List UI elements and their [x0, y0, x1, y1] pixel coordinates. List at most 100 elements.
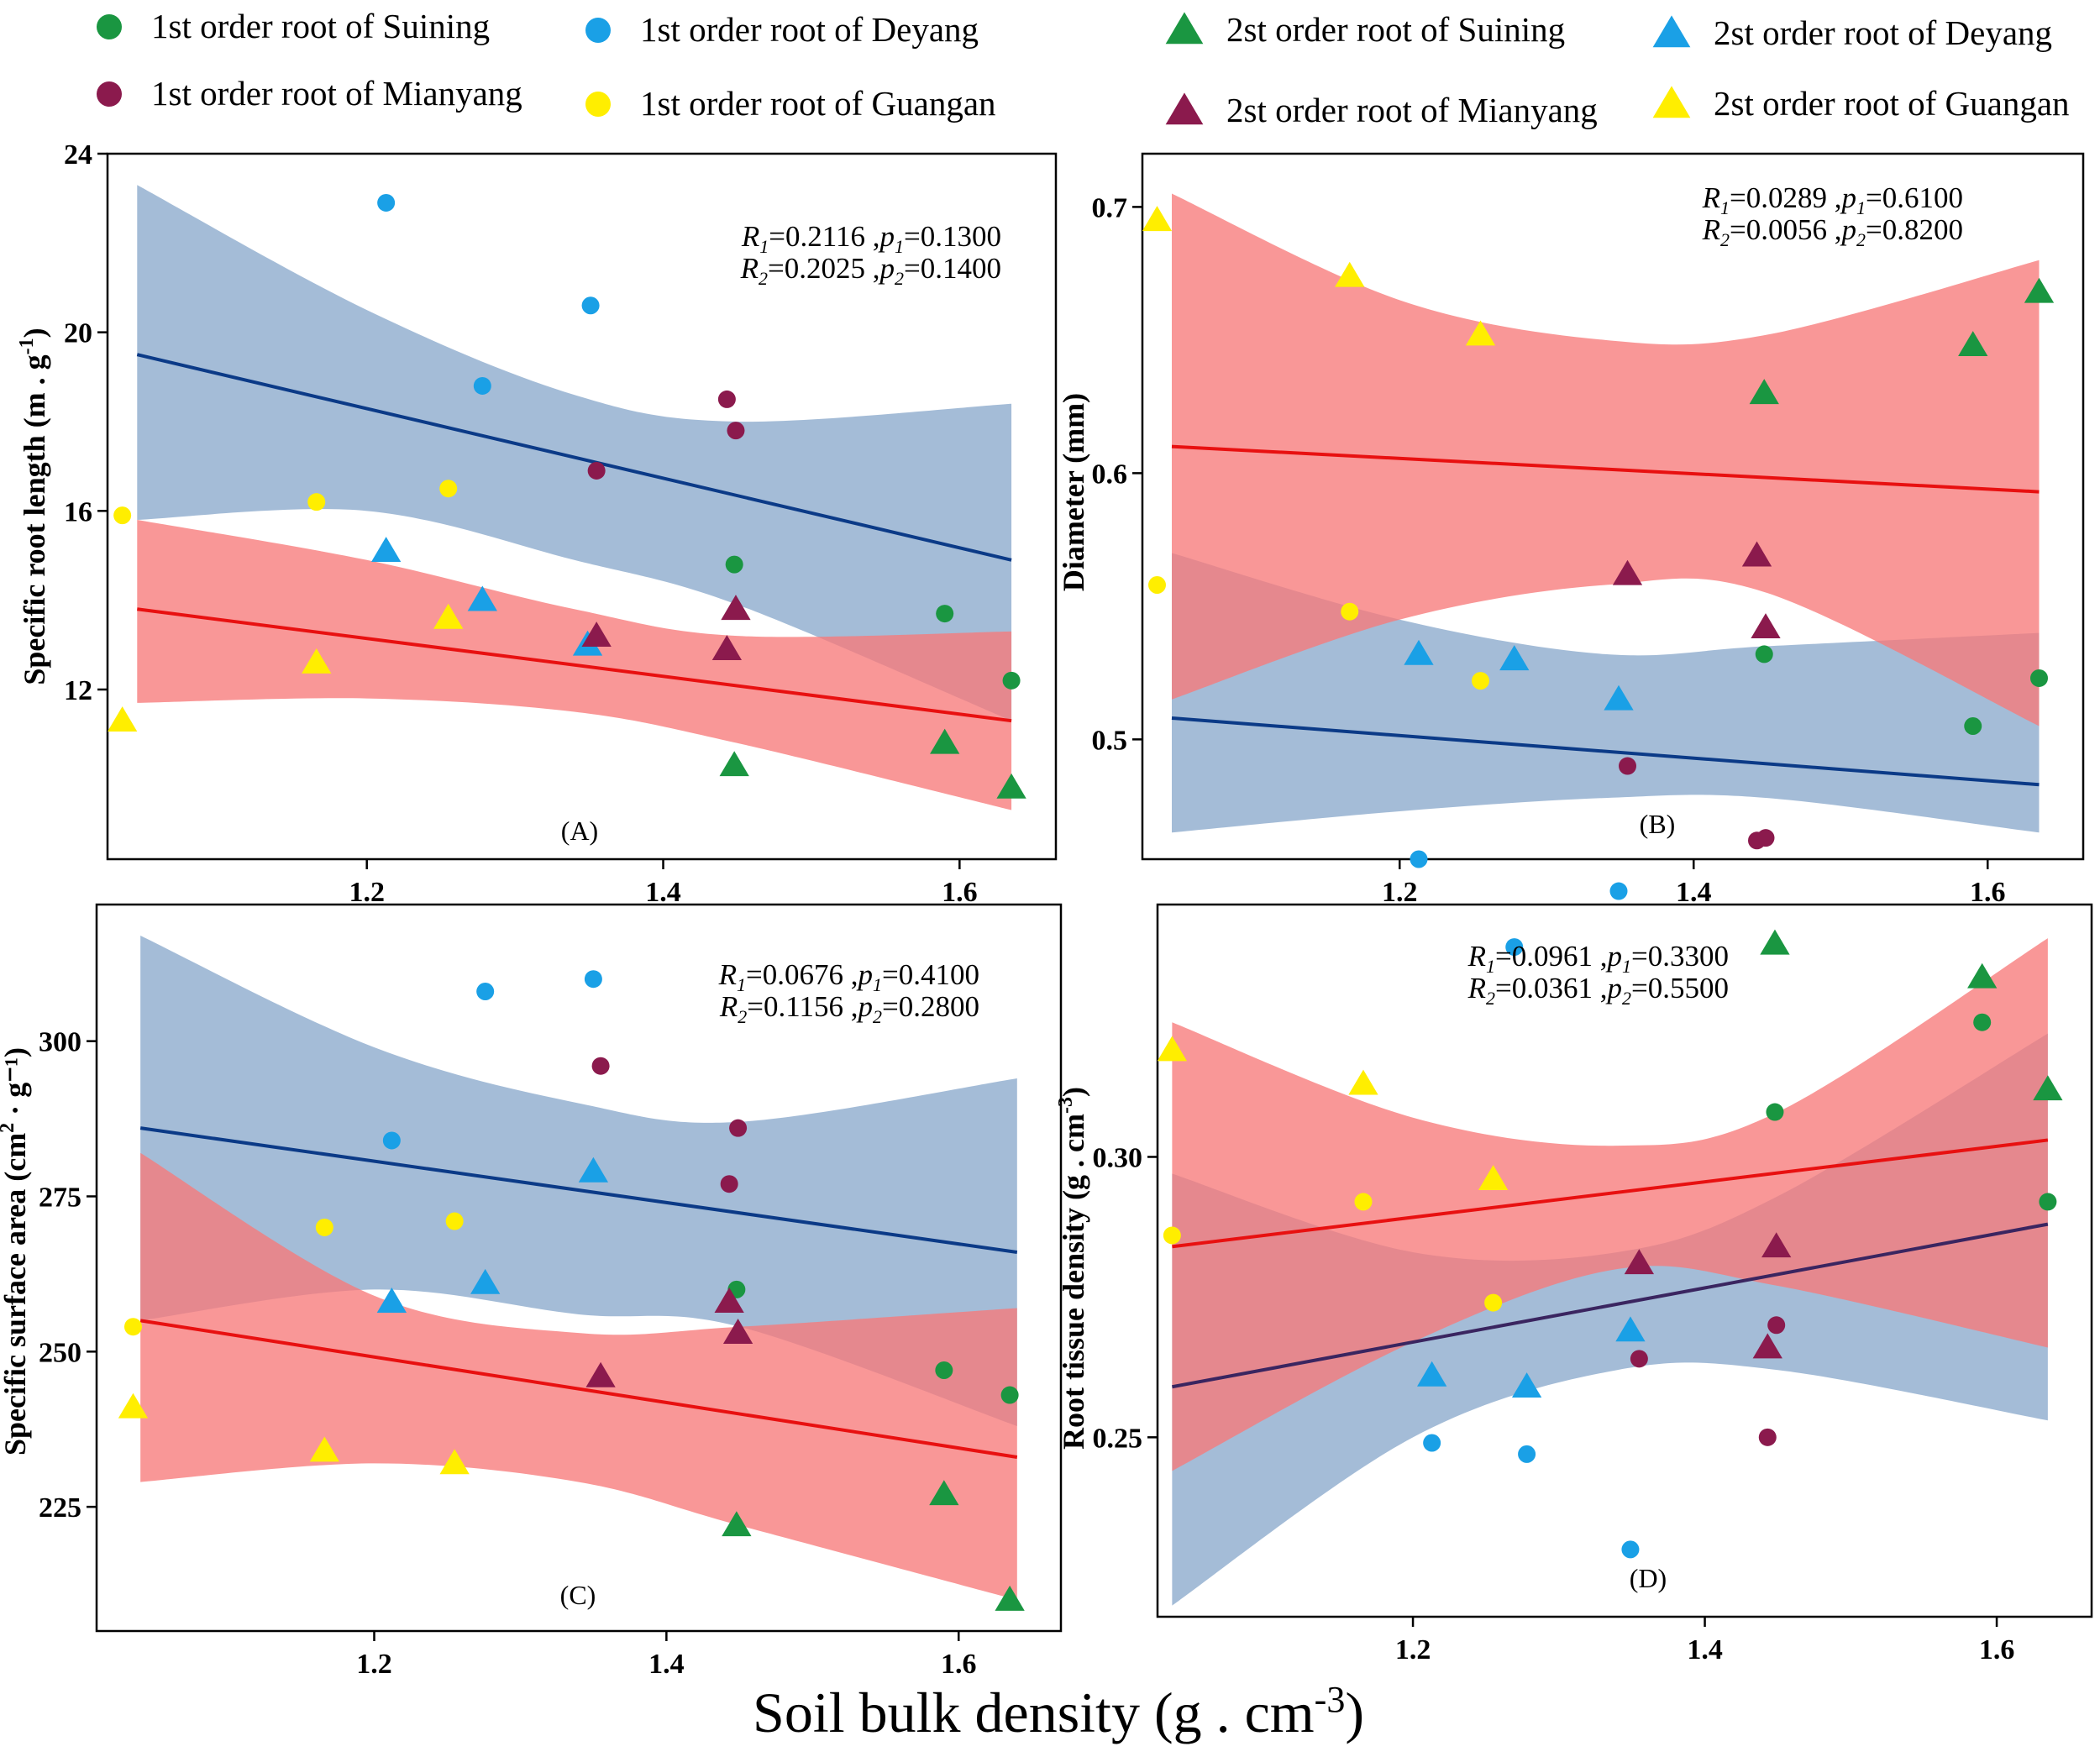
stat-p: p: [1605, 972, 1623, 1004]
x-tick-label: 1.4: [645, 877, 681, 908]
stat-p-value: =0.6100: [1866, 181, 1963, 214]
stat-line: R2=0.0056 ,p2=0.8200: [1702, 213, 1963, 250]
data-point-first-order: [584, 970, 602, 989]
data-point-first-order: [591, 1057, 610, 1075]
data-point-second-order: [1967, 962, 1998, 989]
y-tick-label: 16: [64, 496, 92, 527]
legend-label: 2st order root of Guangan: [1714, 84, 2070, 123]
stat-r: R: [741, 220, 759, 253]
stat-r-value: =0.0961 ,: [1495, 940, 1608, 973]
stat-r: R: [1702, 181, 1720, 214]
data-point-first-order: [1000, 1386, 1019, 1404]
data-point-first-order: [727, 422, 745, 440]
legend-marker-triangle: [1165, 12, 1204, 45]
data-point-first-order: [1354, 1193, 1373, 1211]
stat-p-sub: 1: [895, 236, 904, 257]
data-point-second-order: [1478, 1165, 1509, 1191]
y-axis-title: Diameter (mm): [1057, 393, 1090, 591]
stat-p-value: =0.5500: [1631, 972, 1729, 1004]
x-tick-label: 1.6: [941, 1649, 977, 1680]
legend-marker-circle: [97, 81, 122, 107]
legend-item: 2st order root of Guangan: [1652, 84, 2070, 123]
data-point-second-order: [1749, 379, 1779, 405]
confidence-band-first-order: [137, 185, 1012, 721]
data-point-first-order: [1766, 1103, 1784, 1121]
x-tick-label: 1.6: [942, 877, 978, 908]
data-point-first-order: [439, 480, 458, 498]
panel-label: (A): [561, 816, 598, 846]
data-point-first-order: [1767, 1316, 1786, 1335]
panel-label: (D): [1630, 1563, 1667, 1593]
data-point-second-order: [370, 537, 402, 562]
legend-label: 2st order root of Deyang: [1714, 13, 2052, 52]
data-point-second-order: [1604, 684, 1634, 711]
data-point-first-order: [2039, 1193, 2057, 1211]
data-point-first-order: [1472, 672, 1489, 690]
data-point-first-order: [1163, 1226, 1181, 1245]
data-point-first-order: [445, 1212, 464, 1230]
data-point-second-order: [470, 1268, 501, 1294]
plot-area: [1171, 193, 2040, 833]
x-tick-label: 1.6: [1979, 1634, 2015, 1665]
data-point-second-order: [1612, 559, 1643, 585]
regression-line-second-order: [1172, 1138, 2049, 1249]
panel-label: (C): [560, 1580, 596, 1610]
regression-line-second-order: [137, 607, 1012, 723]
confidence-band-second-order: [1172, 938, 2048, 1471]
stat-r: R: [1702, 213, 1720, 246]
data-point-first-order: [315, 1218, 333, 1236]
x-axis-title-sup: -3: [1315, 1679, 1346, 1720]
data-point-second-order: [302, 648, 332, 674]
y-axis-title-suffix: ): [18, 328, 51, 338]
stat-r-sub: 2: [759, 268, 768, 289]
y-axis-title-sup: -1: [16, 338, 38, 354]
data-point-second-order: [1624, 1249, 1655, 1275]
stat-p: p: [1840, 181, 1857, 214]
plot-frame: [95, 903, 1063, 1633]
y-tick-label: 0.6: [1092, 459, 1128, 490]
regression-line-second-order: [1171, 444, 2040, 494]
x-tick-label: 1.4: [1676, 877, 1712, 908]
data-point-first-order: [1609, 882, 1628, 900]
data-point-second-order: [578, 1156, 609, 1183]
data-point-second-order: [929, 1480, 959, 1506]
legend-marker-circle: [585, 92, 611, 117]
data-point-second-order: [107, 706, 138, 732]
y-tick-label: 24: [64, 139, 92, 170]
plot-frame: [106, 152, 1058, 861]
data-point-first-order: [2030, 669, 2048, 687]
stat-line: R2=0.2025 ,p2=0.1400: [740, 252, 1001, 289]
y-axis-title-suffix: · g⁻¹): [0, 1047, 32, 1123]
data-point-second-order: [1404, 639, 1434, 665]
plot-frame: [1156, 903, 2093, 1618]
legend-item: 1st order root of Suining: [97, 7, 490, 45]
stat-r: R: [1467, 972, 1486, 1004]
stat-r: R: [718, 958, 737, 991]
data-point-first-order: [1619, 757, 1636, 775]
y-tick-label: 20: [64, 318, 92, 349]
y-axis-title-suffix: ): [1057, 1087, 1090, 1097]
stat-r: R: [1467, 940, 1486, 973]
stat-r-value: =0.0676 ,: [746, 958, 858, 991]
legend-item: 1st order root of Mianyang: [97, 74, 522, 113]
stat-p-value: =0.3300: [1631, 940, 1729, 973]
stat-r-value: =0.2116 ,: [769, 220, 879, 253]
stat-line: R1=0.0676 ,p1=0.4100: [718, 958, 979, 995]
data-point-first-order: [1621, 1540, 1640, 1559]
data-point-first-order: [377, 193, 396, 212]
stat-r-sub: 2: [1720, 229, 1730, 250]
stat-p-value: =0.4100: [882, 958, 979, 991]
data-point-first-order: [720, 1175, 738, 1193]
data-point-second-order: [439, 1449, 470, 1475]
stat-line: R2=0.1156 ,p2=0.2800: [719, 990, 979, 1027]
stat-r: R: [719, 990, 738, 1023]
stat-r-sub: 2: [1486, 988, 1495, 1009]
data-point-second-order: [585, 1361, 616, 1387]
y-tick-label: 225: [39, 1492, 81, 1524]
data-point-second-order: [309, 1436, 339, 1462]
y-tick-label: 250: [39, 1337, 81, 1368]
y-tick-label: 275: [39, 1182, 81, 1213]
regression-line-first-order: [1172, 1222, 2049, 1389]
stat-r-sub: 1: [759, 236, 769, 257]
